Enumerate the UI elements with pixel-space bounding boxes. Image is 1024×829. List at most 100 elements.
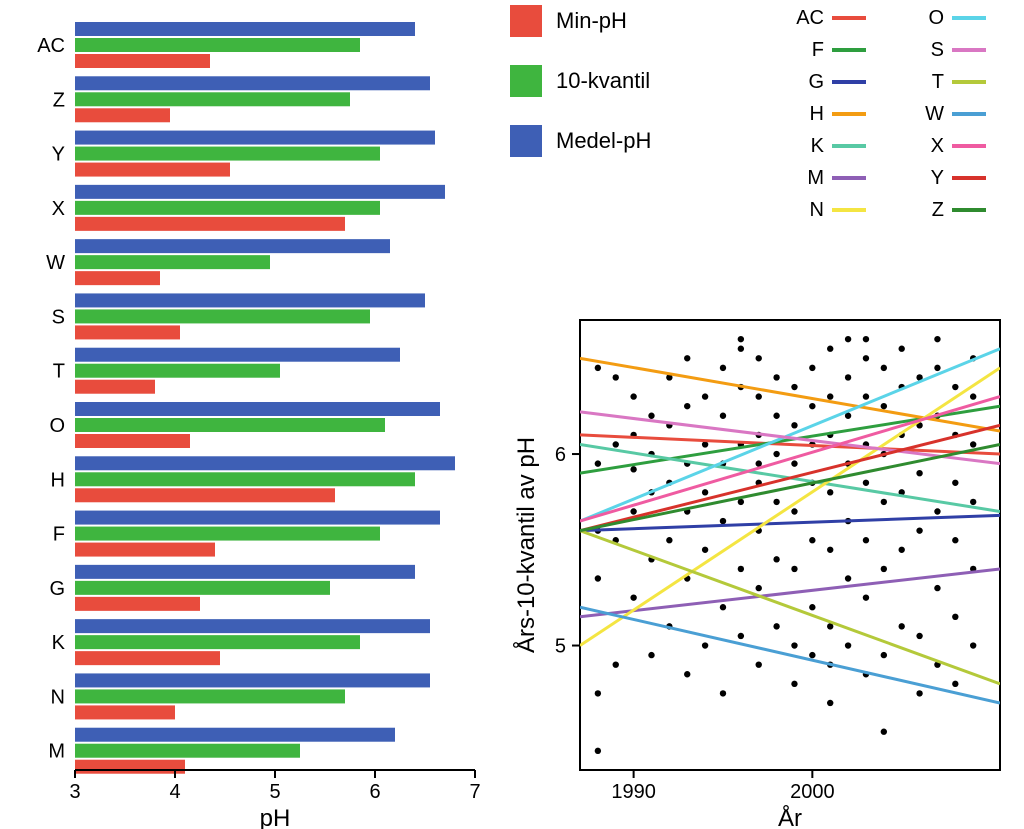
bar-W-kvantil	[75, 255, 270, 269]
bar-cat-label-K: K	[52, 632, 66, 654]
scatter-dot	[756, 393, 762, 399]
scatter-dot	[863, 355, 869, 361]
bar-chart: ACZYXWSTOHFGKNM34567pH	[37, 22, 480, 829]
scatter-dot	[845, 374, 851, 380]
scatter-dot	[773, 623, 779, 629]
scatter-dot	[684, 355, 690, 361]
bar-Y-kvantil	[75, 147, 380, 161]
bar-H-medel	[75, 456, 455, 470]
trend-line-N	[580, 368, 1000, 646]
scatter-dot	[916, 470, 922, 476]
scatter-dot	[881, 566, 887, 572]
bar-K-min	[75, 651, 220, 665]
scatter-dot	[702, 393, 708, 399]
scatter-dot	[881, 652, 887, 658]
bar-O-min	[75, 434, 190, 448]
scatter-dot	[595, 575, 601, 581]
series-legend-label-N: N	[810, 199, 824, 221]
scatter-dot	[720, 518, 726, 524]
legend-label-medel: Medel-pH	[556, 128, 651, 153]
scatter-dot	[738, 566, 744, 572]
scatter-dot	[809, 537, 815, 543]
bar-N-kvantil	[75, 689, 345, 703]
bar-G-min	[75, 597, 200, 611]
scatter-dot	[863, 480, 869, 486]
bar-T-min	[75, 380, 155, 394]
scatter-ytick-label: 5	[555, 636, 566, 658]
scatter-dot	[791, 384, 797, 390]
scatter-dot	[827, 393, 833, 399]
legend-swatch-min	[510, 5, 542, 37]
bar-X-medel	[75, 185, 445, 199]
scatter-ytick-label: 6	[555, 444, 566, 466]
scatter-dot	[863, 594, 869, 600]
scatter-dot	[684, 671, 690, 677]
bar-W-medel	[75, 239, 390, 253]
bar-cat-label-W: W	[46, 252, 65, 274]
scatter-dot	[595, 690, 601, 696]
series-legend-label-G: G	[808, 71, 824, 93]
bar-X-min	[75, 217, 345, 231]
scatter-dot	[720, 365, 726, 371]
scatter-dot	[970, 393, 976, 399]
bar-cat-label-Y: Y	[52, 144, 65, 166]
scatter-dot	[863, 393, 869, 399]
scatter-dot	[863, 537, 869, 543]
bar-AC-kvantil	[75, 38, 360, 52]
scatter-dot	[791, 566, 797, 572]
scatter-dot	[845, 642, 851, 648]
scatter-dot	[613, 374, 619, 380]
chart-canvas: ACZYXWSTOHFGKNM34567pHMin-pH10-kvantilMe…	[0, 0, 1024, 829]
bar-cat-label-G: G	[49, 578, 65, 600]
scatter-dot	[630, 466, 636, 472]
scatter-dot	[595, 748, 601, 754]
line-legend: ACFGHKMNOSTWXYZ	[796, 7, 986, 221]
series-legend-label-Z: Z	[932, 199, 944, 221]
bar-M-kvantil	[75, 744, 300, 758]
scatter-dot	[756, 460, 762, 466]
bar-cat-label-H: H	[51, 469, 65, 491]
scatter-dot	[809, 604, 815, 610]
scatter-xtick-label: 2000	[790, 781, 835, 803]
scatter-dot	[773, 451, 779, 457]
bar-F-medel	[75, 511, 440, 525]
series-legend-label-X: X	[931, 135, 944, 157]
series-legend-label-T: T	[932, 71, 944, 93]
scatter-dot	[702, 441, 708, 447]
scatter-dot	[791, 508, 797, 514]
series-legend-label-H: H	[810, 103, 824, 125]
scatter-dot	[952, 537, 958, 543]
legend-swatch-medel	[510, 125, 542, 157]
scatter-dot	[845, 336, 851, 342]
scatter-dot	[595, 460, 601, 466]
scatter-dot	[702, 547, 708, 553]
bar-Z-min	[75, 108, 170, 122]
scatter-dot	[738, 336, 744, 342]
bar-xtick-label: 3	[69, 781, 80, 803]
scatter-dot	[881, 499, 887, 505]
scatter-dot	[952, 384, 958, 390]
bar-S-kvantil	[75, 309, 370, 323]
scatter-dot	[916, 633, 922, 639]
scatter-dot	[756, 355, 762, 361]
bar-cat-label-T: T	[53, 361, 65, 383]
bar-cat-label-F: F	[53, 524, 65, 546]
bar-Z-kvantil	[75, 92, 350, 106]
bar-xtick-label: 7	[469, 781, 480, 803]
scatter-y-title: Års-10-kvantil av pH	[512, 437, 540, 653]
scatter-dot	[613, 661, 619, 667]
bar-F-min	[75, 543, 215, 557]
scatter-chart: 1990200056ÅrÅrs-10-kvantil av pH	[512, 320, 1000, 829]
scatter-dot	[899, 346, 905, 352]
bar-M-min	[75, 760, 185, 774]
scatter-points	[595, 336, 977, 754]
bar-H-min	[75, 488, 335, 502]
legend-label-kvantil: 10-kvantil	[556, 68, 650, 93]
scatter-dot	[738, 346, 744, 352]
scatter-dot	[720, 690, 726, 696]
trend-line-T	[580, 531, 1000, 684]
bar-O-kvantil	[75, 418, 385, 432]
scatter-dot	[934, 336, 940, 342]
series-legend-label-F: F	[812, 39, 824, 61]
scatter-dot	[827, 547, 833, 553]
